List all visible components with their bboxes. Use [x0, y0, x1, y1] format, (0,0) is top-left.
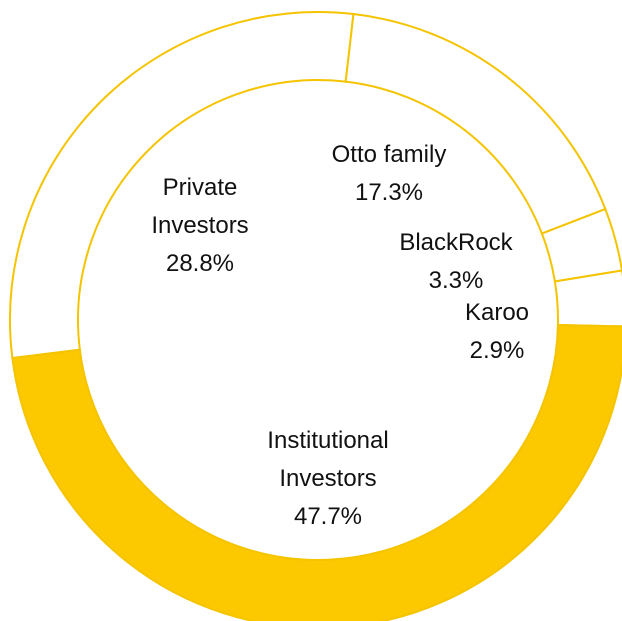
donut-slice	[553, 269, 622, 328]
category-label: Private Investors	[151, 174, 249, 239]
value-label: 2.9%	[469, 337, 525, 364]
slice-label: Otto family 17.3%	[304, 136, 474, 212]
value-label: 17.3%	[354, 179, 424, 206]
slice-label: Private Investors 28.8%	[135, 169, 265, 283]
slice-label: Institutional Investors 47.7%	[243, 422, 413, 536]
category-label: Karoo	[464, 299, 530, 326]
slice-label: BlackRock 3.3%	[371, 224, 541, 300]
slice-label: Karoo 2.9%	[437, 294, 557, 370]
category-label: Institutional Investors	[267, 427, 389, 492]
category-label: Otto family	[331, 141, 447, 168]
value-label: 28.8%	[165, 250, 235, 277]
value-label: 3.3%	[428, 267, 484, 294]
value-label: 47.7%	[293, 503, 363, 530]
donut-slice	[9, 11, 355, 360]
donut-slice	[11, 324, 622, 621]
category-label: BlackRock	[399, 229, 513, 256]
